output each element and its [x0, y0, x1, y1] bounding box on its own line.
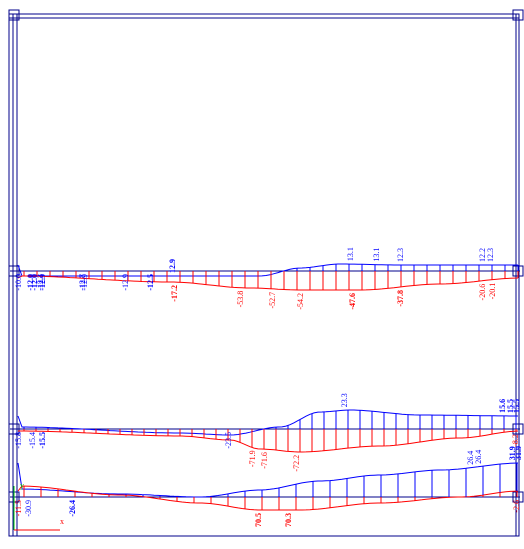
beam-middle-positive-label: 15.5	[506, 399, 515, 413]
beam-top-positive-label: 12.2	[478, 248, 487, 262]
beam-bottom-negative-curve	[17, 485, 519, 511]
beam-middle-positive-curve	[17, 409, 518, 436]
beam-top-negative-label: -54.2	[296, 293, 305, 310]
beam-top-positive-label: -12.7	[78, 274, 87, 291]
beam-middle-positive-label: -23.5	[224, 432, 233, 449]
beam-top-positive-label: -12.9	[80, 274, 89, 291]
beam-top-negative-label: -20.1	[488, 283, 497, 300]
beam-top-positive-label: 13.1	[372, 248, 381, 262]
beam-top-positive-label: 12.3	[396, 248, 405, 262]
beam-top-positive-label: -12.3	[36, 274, 45, 291]
beam-middle-positive-label: -15.8	[14, 432, 23, 449]
beam-top-negative-label: -17.2	[170, 285, 179, 302]
beam-top-positive-label: 13.1	[346, 247, 355, 261]
x-axis-label: x	[60, 517, 64, 526]
beam-bottom-positive-label: 31.9	[508, 446, 517, 460]
beam-bottom-negative-label: 70.3	[284, 513, 293, 527]
beam-middle-negative-label: -71.9	[248, 450, 257, 467]
beam-top-positive-label: -12.0	[30, 274, 39, 291]
beam-top-diagram	[17, 263, 519, 291]
beam-top-negative-label: -20.6	[478, 284, 487, 301]
beam-top-negative-label: -52.7	[268, 292, 277, 309]
beam-top-negative-curve	[17, 275, 519, 291]
beam-bottom-negative-label: -2.6	[512, 500, 521, 513]
value-labels: -10.0 -12.0-12.0-12.3-12.9 -12.7-12.9 -12.9…	[14, 247, 523, 527]
beam-bottom-positive-label: -30.9	[24, 500, 33, 517]
beam-bottom-diagram	[17, 462, 519, 511]
beam-top-positive-label: 12.9	[168, 259, 177, 273]
beam-middle-positive-label: 15.5	[512, 399, 521, 413]
node-top-right	[512, 9, 524, 21]
beam-top-positive-label: -12.9	[121, 274, 130, 291]
beam-bottom-positive-label: -26.4	[68, 500, 77, 517]
beam-top-positive-label: -12.9	[38, 274, 47, 291]
beam-bottom-positive-curve	[17, 462, 519, 498]
beam-middle-positive-label: 23.3	[340, 393, 349, 407]
node-top-left	[8, 9, 20, 21]
beam-top-negative-label: -53.8	[236, 291, 245, 308]
coordinate-axis: y x	[13, 481, 64, 531]
beam-top-negative-label: -37.8	[396, 290, 405, 307]
beam-top-positive-label: -12.0	[26, 274, 35, 291]
beam-middle-negative-label: -71.6	[260, 452, 269, 469]
beam-top-positive-label: -10.0	[14, 274, 23, 291]
beam-top-positive-curve	[17, 263, 518, 277]
beam-middle-positive-label: 15.6	[498, 399, 507, 413]
beam-bottom-positive-label: 31.9	[514, 446, 523, 460]
beam-top-positive-label: 12.3	[486, 248, 495, 262]
beam-top-negative-label: -47.6	[348, 293, 357, 310]
beam-bottom-negative-label: 70.5	[254, 513, 263, 527]
beam-middle-negative-label: -72.2	[292, 455, 301, 472]
beam-top-positive-label: -12.5	[146, 274, 155, 291]
beam-middle-positive-label: -15.5	[38, 432, 47, 449]
y-axis-label: y	[20, 481, 24, 490]
beam-bottom-positive-label: 26.4	[474, 450, 483, 464]
beam-bottom-negative-label: -11.5	[14, 500, 23, 516]
beam-middle-diagram	[17, 409, 519, 453]
beam-middle-negative-curve	[18, 430, 519, 453]
moment-diagrams	[17, 263, 519, 511]
beam-bottom-positive-label: 26.4	[466, 451, 475, 465]
beam-middle-positive-label: -15.4	[28, 432, 37, 449]
beam-middle-negative-label: -8.2	[511, 434, 520, 447]
